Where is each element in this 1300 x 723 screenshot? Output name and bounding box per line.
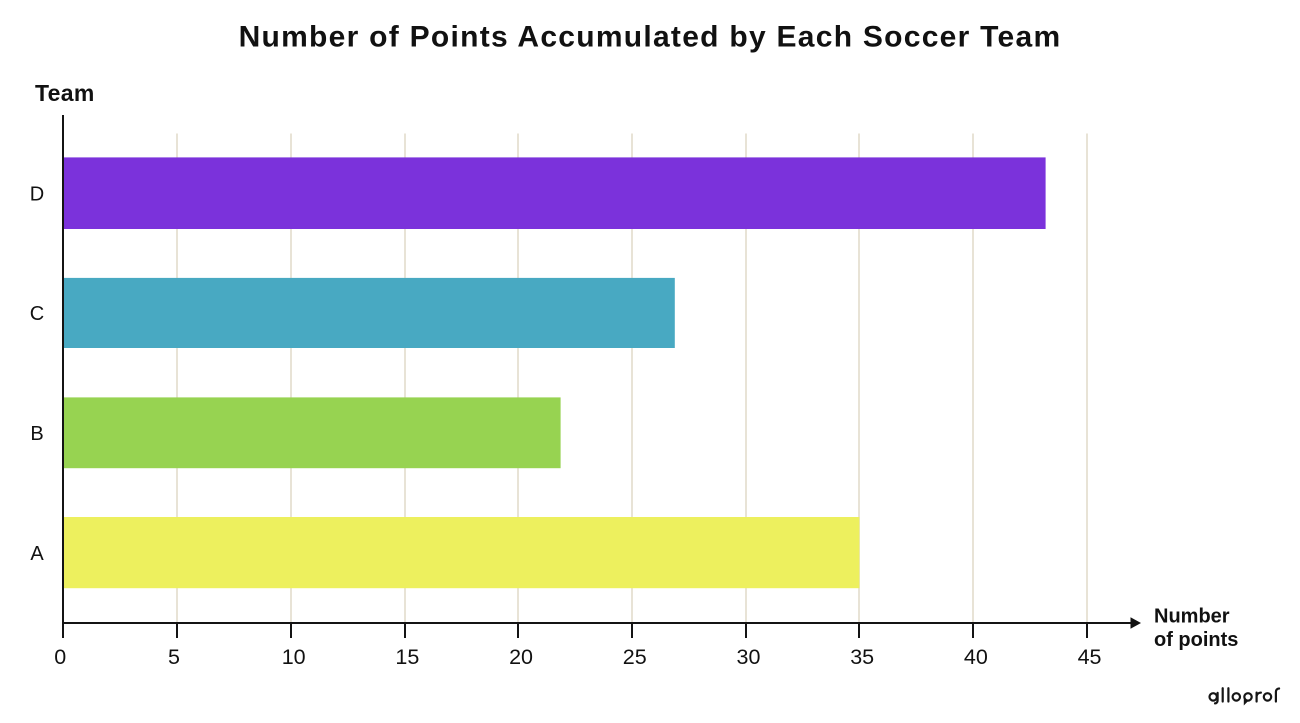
svg-text:30: 30 — [737, 645, 761, 669]
svg-text:of points: of points — [1154, 629, 1238, 651]
svg-text:Team: Team — [35, 80, 95, 106]
svg-text:35: 35 — [850, 645, 874, 669]
svg-text:45: 45 — [1078, 645, 1102, 669]
svg-text:D: D — [30, 183, 44, 205]
svg-text:0: 0 — [54, 645, 66, 669]
svg-text:5: 5 — [168, 645, 180, 669]
svg-text:20: 20 — [509, 645, 533, 669]
svg-text:10: 10 — [282, 645, 306, 669]
svg-text:Number of Points Accumulated b: Number of Points Accumulated by Each Soc… — [239, 20, 1062, 53]
svg-text:25: 25 — [623, 645, 647, 669]
svg-text:B: B — [30, 423, 43, 445]
svg-text:A: A — [30, 543, 44, 565]
svg-text:15: 15 — [395, 645, 419, 669]
svg-text:40: 40 — [964, 645, 988, 669]
svg-text:Number: Number — [1154, 606, 1230, 628]
svg-text:C: C — [30, 303, 44, 325]
